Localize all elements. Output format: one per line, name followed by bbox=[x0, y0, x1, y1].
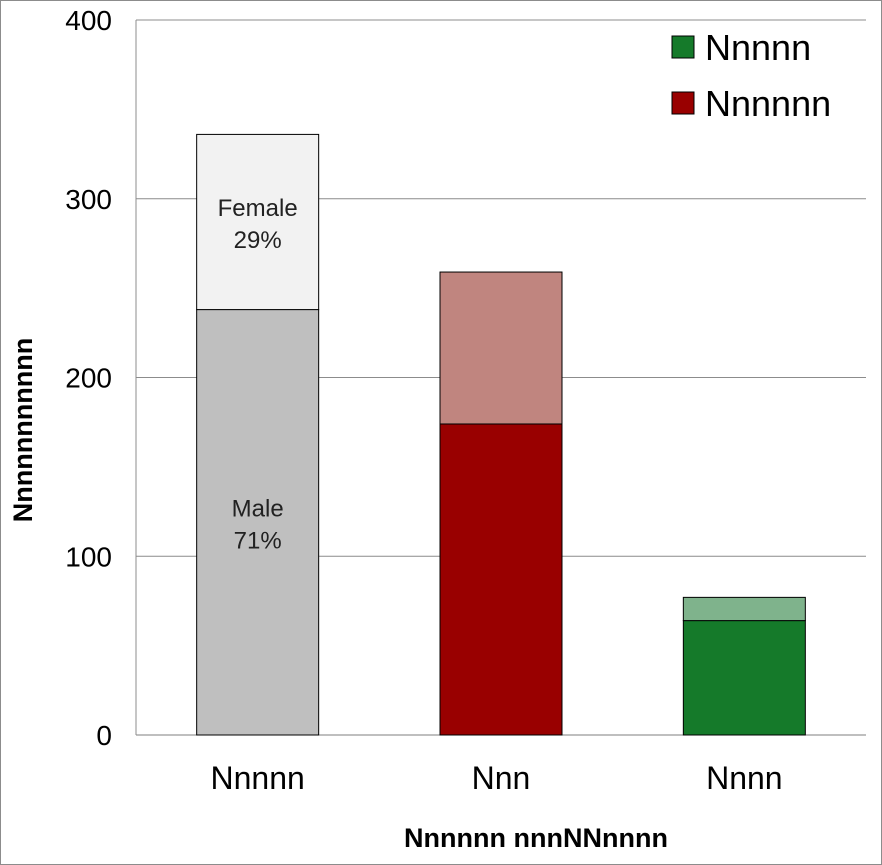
legend-label-1: Nnnnnn bbox=[705, 83, 831, 124]
y-axis-title: Nnnnnnnnnnn bbox=[8, 338, 38, 522]
y-tick-label-300: 300 bbox=[65, 184, 112, 215]
y-tick-label-200: 200 bbox=[65, 363, 112, 394]
bar-0-top-label-line-1: 29% bbox=[234, 227, 282, 254]
x-tick-label-0: Nnnnn bbox=[211, 760, 305, 796]
bar-0-top-label-line-0: Female bbox=[218, 195, 298, 222]
x-tick-label-1: Nnn bbox=[472, 760, 531, 796]
y-tick-label-0: 0 bbox=[96, 720, 112, 751]
y-tick-label-400: 400 bbox=[65, 5, 112, 36]
x-axis-title: Nnnnnn nnnNNnnnn bbox=[404, 823, 668, 853]
bar-2-top bbox=[682, 596, 806, 622]
legend-label-0: Nnnnn bbox=[705, 27, 811, 68]
bar-0-base-label-line-1: 71% bbox=[234, 527, 282, 554]
legend: Nnnnn Nnnnnn bbox=[671, 27, 831, 124]
x-tick-label-2: Nnnn bbox=[706, 760, 783, 796]
bar-0-base-label-line-0: Male bbox=[232, 495, 284, 522]
y-tick-labels: 0 100 200 300 400 bbox=[65, 5, 112, 751]
bar-1-top bbox=[439, 271, 563, 425]
x-tick-labels: Nnnnn Nnn Nnnn bbox=[211, 760, 783, 796]
legend-swatch-1 bbox=[671, 91, 695, 115]
bars bbox=[196, 133, 806, 736]
bar-0-base bbox=[196, 309, 320, 736]
bar-2-base bbox=[682, 620, 806, 736]
legend-swatch-0 bbox=[671, 35, 695, 59]
bar-0-top bbox=[196, 133, 320, 311]
bar-1-base bbox=[439, 423, 563, 736]
segment-labels: Male 71% Female 29% bbox=[218, 195, 298, 554]
y-tick-label-100: 100 bbox=[65, 541, 112, 572]
